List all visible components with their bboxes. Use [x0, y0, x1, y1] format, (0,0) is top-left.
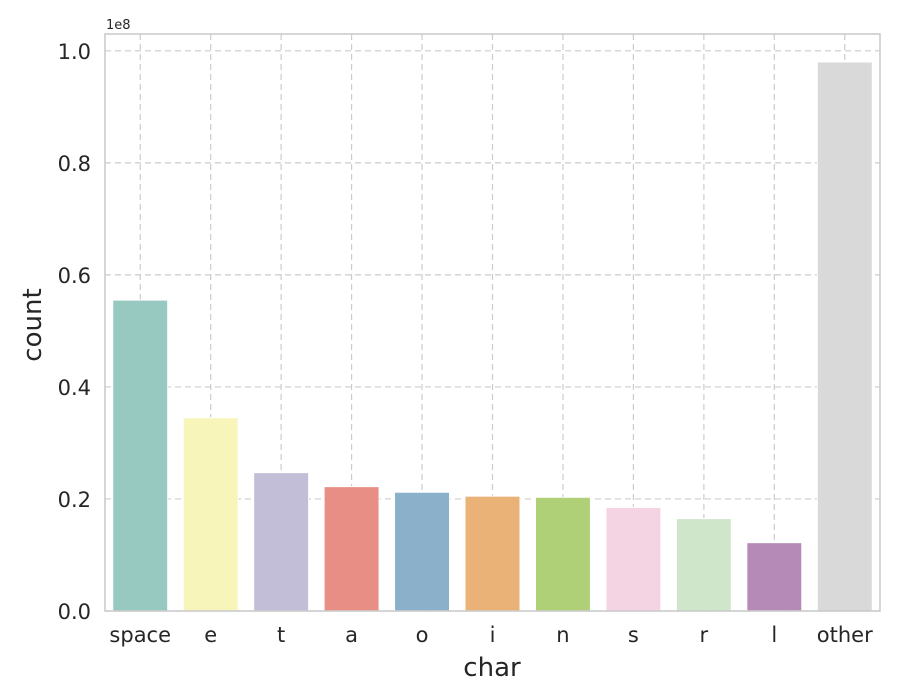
x-tick-label: space — [109, 623, 171, 647]
x-tick-label: i — [490, 623, 496, 647]
y-tick-label: 0.2 — [58, 488, 91, 512]
bar-r — [675, 518, 732, 612]
x-tick-label: l — [771, 623, 777, 647]
bar-s — [605, 506, 662, 612]
bar-e — [182, 417, 239, 612]
y-tick-labels: 0.0 0.2 0.4 0.6 0.8 1.0 — [58, 40, 91, 624]
x-tick-label: n — [556, 623, 569, 647]
y-offset-label: 1e8 — [106, 18, 131, 33]
plot-frame — [104, 33, 881, 612]
x-tick-label: e — [204, 623, 217, 647]
x-axis-title: char — [463, 653, 521, 683]
bar-other — [816, 61, 873, 612]
bar-a — [323, 486, 380, 612]
y-axis-title: count — [18, 288, 48, 361]
y-tick-label: 0.4 — [58, 376, 91, 400]
y-tick-label: 0.6 — [58, 264, 91, 288]
x-tick-label: o — [416, 623, 429, 647]
y-tick-label: 0.0 — [58, 600, 91, 624]
bar-l — [746, 542, 803, 612]
x-tick-label: other — [817, 623, 873, 647]
y-tick-label: 1.0 — [58, 40, 91, 64]
x-tick-label: t — [277, 623, 285, 647]
y-tick-label: 0.8 — [58, 152, 91, 176]
bar-t — [253, 472, 310, 612]
bar-o — [394, 491, 451, 612]
x-tick-label: r — [700, 623, 709, 647]
x-tick-label: s — [628, 623, 639, 647]
bar-n — [534, 496, 591, 612]
x-tick-label: a — [345, 623, 358, 647]
bar-i — [464, 495, 521, 612]
x-tick-labels: space e t a o i n s r l other — [109, 623, 873, 647]
bar-space — [112, 299, 169, 612]
